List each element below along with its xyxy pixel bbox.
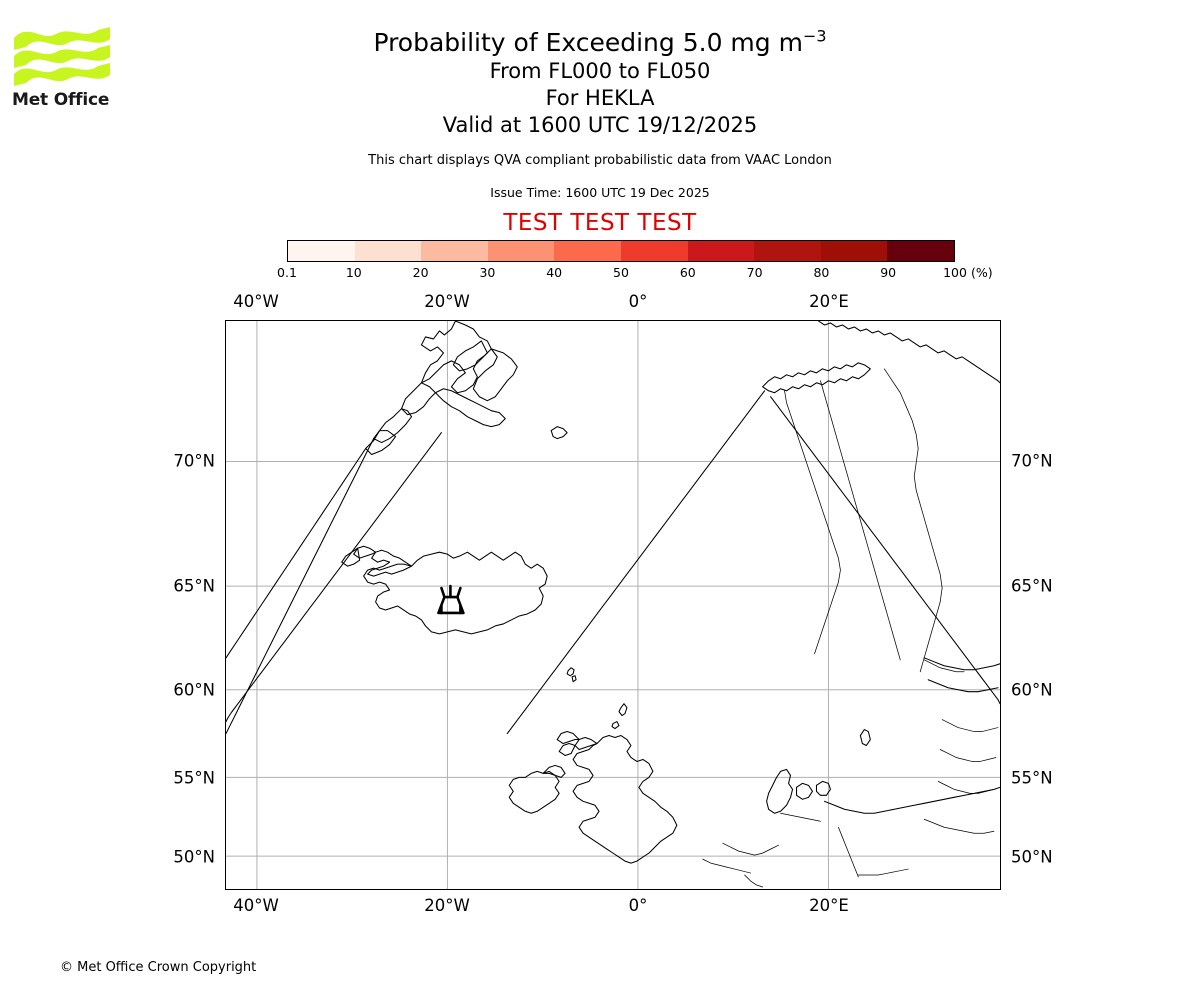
volcano-marker-hekla [437,584,465,615]
colorbar-segment-5 [620,241,688,261]
colorbar-area: 0.1 10 20 30 40 50 60 70 80 90 100 (%) [0,240,1200,290]
colorbar-segment-8 [820,241,888,261]
colorbar-tick-50: 50 [613,265,629,280]
issue-time-line: Issue Time: 1600 UTC 19 Dec 2025 [490,185,710,200]
valid-time-line: Valid at 1600 UTC 19/12/2025 [442,113,758,137]
colorbar-segment-9 [887,241,954,261]
lon-label-top-3: 20°E [809,292,849,311]
colorbar-tick-0.1: 0.1 [277,265,297,280]
lon-label-bottom-3: 20°E [809,896,849,915]
colorbar-tick-10: 10 [345,265,362,280]
colorbar-tick-20: 20 [412,265,429,280]
map-plot-area[interactable] [225,320,1001,890]
colorbar-segment-1 [354,241,422,261]
lon-label-bottom-1: 20°W [424,896,470,915]
lon-label-bottom-2: 0° [628,896,648,915]
lat-label-right-0: 70°N [1011,451,1053,471]
lat-label-right-3: 55°N [1011,768,1053,788]
country-borders [702,368,999,888]
colorbar-segment-7 [754,241,821,261]
lat-label-left-0: 70°N [173,451,215,471]
colorbar-tick-100: 100 [943,265,967,280]
lat-label-left-1: 65°N [173,576,215,596]
coastlines [226,321,1000,864]
colorbar-tick-40: 40 [546,265,563,280]
map-gridlines [226,321,1000,889]
lon-label-top-2: 0° [628,292,648,311]
lat-label-right-2: 60°N [1011,680,1053,700]
colorbar-tick-90: 90 [880,265,897,280]
test-banner: TEST TEST TEST [503,210,697,236]
volcano-name-line: For HEKLA [545,86,655,110]
colorbar-segment-3 [487,241,555,261]
colorbar-segment-0 [288,241,355,261]
lat-label-left-4: 50°N [173,847,215,867]
lat-label-left-2: 60°N [173,680,215,700]
lat-label-right-1: 65°N [1011,576,1053,596]
colorbar-tick-30: 30 [479,265,496,280]
colorbar-tick-60: 60 [679,265,696,280]
lon-label-bottom-0: 40°W [233,896,279,915]
page-title-text: Probability of Exceeding 5.0 mg m [373,28,803,57]
colorbar-tick-70: 70 [746,265,763,280]
colorbar [287,240,955,262]
lat-label-right-4: 50°N [1011,847,1053,867]
colorbar-segment-6 [687,241,755,261]
lat-label-left-3: 55°N [173,768,215,788]
colorbar-unit-label: (%) [971,265,993,280]
colorbar-tick-labels: 0.1 10 20 30 40 50 60 70 80 90 100 [0,265,1200,285]
colorbar-tick-80: 80 [813,265,830,280]
flight-levels-line: From FL000 to FL050 [489,59,711,83]
colorbar-segment-2 [421,241,488,261]
copyright-notice: © Met Office Crown Copyright [60,960,257,975]
lon-label-top-0: 40°W [233,292,279,311]
page-title-exponent: −3 [802,26,827,46]
chart-header: Probability of Exceeding 5.0 mg m−3 From… [0,0,1200,237]
met-office-logo [12,20,122,115]
lon-label-top-1: 20°W [424,292,470,311]
met-office-logo-text: Met Office [12,90,110,110]
baltic-and-islands [766,657,1000,814]
page-title: Probability of Exceeding 5.0 mg m−3 [0,28,1200,58]
colorbar-segment-4 [554,241,621,261]
disclaimer-line: This chart displays QVA compliant probab… [368,153,832,168]
